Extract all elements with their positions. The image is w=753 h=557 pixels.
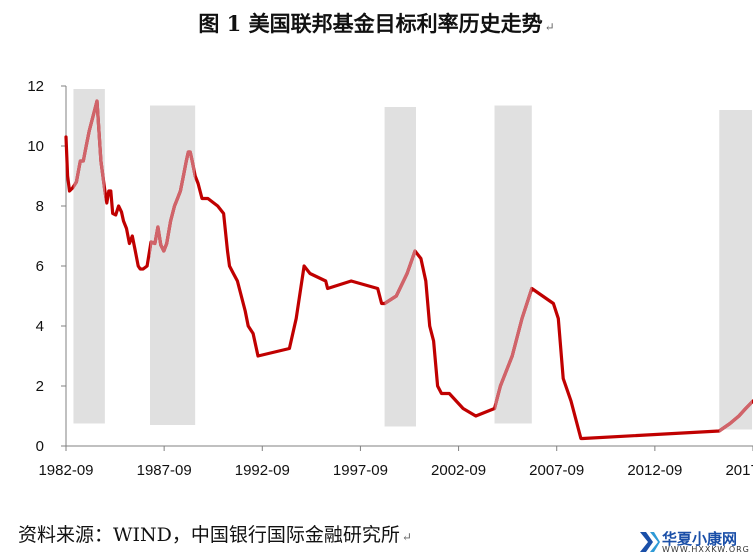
x-tick-label: 2012-09 [627,462,682,479]
chart-title: 图 1 美国联邦基金目标利率历史走势 ↵ [0,8,753,38]
x-tick-label: 1982-09 [38,462,93,479]
rate-series [64,99,753,441]
watermark-name: 华夏小康网 [662,530,738,548]
watermark-emblem-icon [640,532,660,552]
x-tick-label: 2007-09 [529,462,584,479]
source-text: 资料来源：WIND，中国银行国际金融研究所 [18,524,400,546]
x-tick-label: 1987-09 [137,462,192,479]
source-return-mark: ↵ [401,530,412,544]
x-tick-label: 1997-09 [333,462,388,479]
y-tick-label: 4 [36,318,44,335]
x-tick-label: 2002-09 [431,462,486,479]
axes [61,85,753,451]
y-tick-label: 12 [27,78,44,95]
shaded-periods [73,89,753,430]
watermark-logo: 华夏小康网 WWW.HXXKW.ORG [636,528,753,557]
x-tick-label: 2017-09 [725,462,753,479]
y-tick-label: 0 [36,438,44,455]
y-axis-tick-labels: 0 2 4 6 8 10 12 [27,78,44,455]
watermark-url: WWW.HXXKW.ORG [662,545,750,554]
shaded-period-4 [494,105,532,424]
chart: 0 2 4 6 8 10 12 1982-09 1987-09 1992-09 1997-09 20… [27,78,753,479]
x-axis-tick-labels: 1982-09 1987-09 1992-09 1997-09 2002-09 2007-… [38,462,753,479]
source-note: 资料来源：WIND，中国银行国际金融研究所 ↵ [18,520,412,547]
shaded-period-5 [719,110,753,430]
y-tick-label: 6 [36,258,44,275]
y-tick-label: 2 [36,378,44,395]
y-tick-label: 10 [27,138,44,155]
y-tick-label: 8 [36,198,44,215]
series-line [64,99,753,441]
x-tick-label: 1992-09 [235,462,290,479]
shaded-period-3 [384,107,416,427]
chart-title-text: 图 1 美国联邦基金目标利率历史走势 [198,11,543,36]
title-return-mark: ↵ [544,20,555,34]
